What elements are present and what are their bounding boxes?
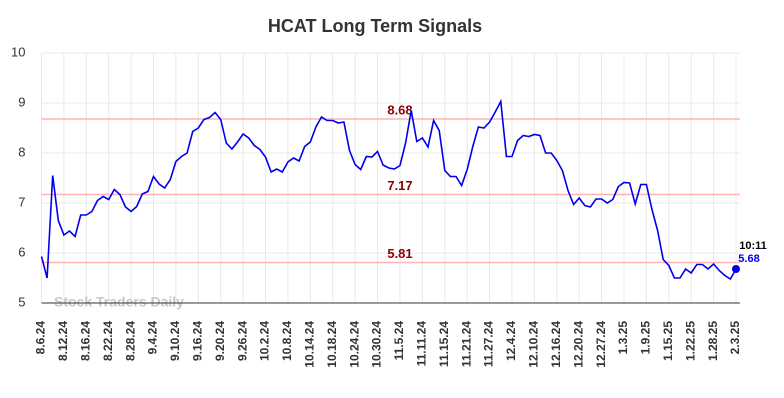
x-tick-label: 9.16.24 <box>190 321 204 361</box>
x-tick-label: 12.10.24 <box>527 321 541 368</box>
y-tick-label: 5 <box>18 294 25 309</box>
price-line <box>40 98 737 281</box>
watermark: Stock Traders Daily <box>54 294 184 310</box>
x-tick-label: 12.4.24 <box>504 321 518 361</box>
x-tick-label: 1.3.25 <box>616 321 630 355</box>
y-tick-label: 6 <box>18 244 25 259</box>
x-tick-label: 8.28.24 <box>123 321 137 361</box>
x-tick-label: 8.22.24 <box>101 321 115 361</box>
y-tick-label: 10 <box>11 44 25 59</box>
last-value: 5.68 <box>738 253 759 265</box>
x-tick-label: 12.20.24 <box>571 321 585 368</box>
x-tick-label: 1.22.25 <box>683 321 697 361</box>
x-tick-label: 10.30.24 <box>370 321 384 368</box>
x-tick-label: 10.24.24 <box>347 321 361 368</box>
x-tick-label: 10.2.24 <box>258 321 272 361</box>
x-tick-label: 8.12.24 <box>56 321 70 361</box>
x-tick-label: 2.3.25 <box>728 321 742 355</box>
y-tick-label: 8 <box>18 144 25 159</box>
x-tick-label: 10.14.24 <box>303 321 317 368</box>
x-tick-label: 1.9.25 <box>639 321 653 355</box>
x-tick-label: 10.18.24 <box>325 321 339 368</box>
chart-title: HCAT Long Term Signals <box>268 16 482 36</box>
x-tick-label: 9.20.24 <box>213 321 227 361</box>
x-tick-label: 1.15.25 <box>661 321 675 361</box>
x-tick-label: 12.27.24 <box>594 321 608 368</box>
x-tick-label: 10.8.24 <box>280 321 294 361</box>
x-tick-label: 11.15.24 <box>437 321 451 367</box>
x-tick-label: 8.6.24 <box>34 321 48 355</box>
x-tick-label: 9.10.24 <box>168 321 182 361</box>
x-tick-label: 11.21.24 <box>459 321 473 367</box>
x-tick-label: 11.11.24 <box>415 321 429 367</box>
x-tick-label: 8.16.24 <box>78 321 92 361</box>
signal-label: 5.81 <box>387 246 412 261</box>
x-tick-label: 11.27.24 <box>482 321 496 367</box>
last-time: 10:11 <box>739 240 767 252</box>
signal-label: 7.17 <box>387 178 412 193</box>
y-tick-label: 9 <box>18 94 25 109</box>
x-tick-label: 11.5.24 <box>392 321 406 361</box>
y-tick-label: 7 <box>18 194 25 209</box>
x-tick-label: 9.4.24 <box>146 321 160 355</box>
x-tick-label: 12.16.24 <box>549 321 563 368</box>
x-tick-label: 9.26.24 <box>235 321 249 361</box>
x-tick-label: 1.28.25 <box>706 321 720 361</box>
signal-label: 8.68 <box>387 102 412 117</box>
last-point <box>732 265 740 273</box>
